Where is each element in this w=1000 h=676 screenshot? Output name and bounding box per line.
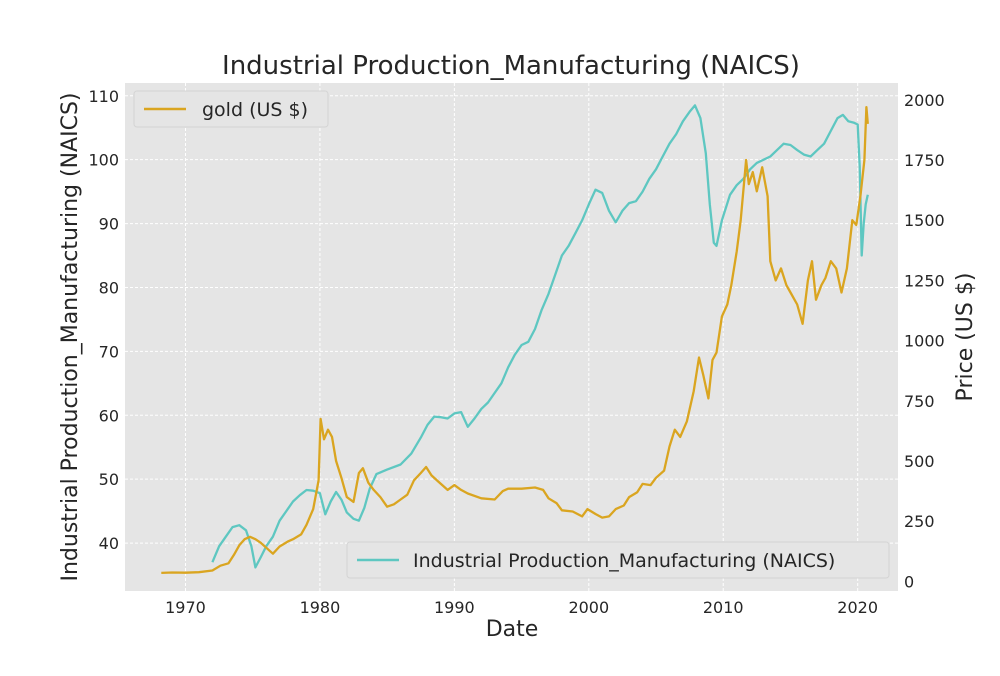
y-tick-label-right: 1250 bbox=[904, 271, 945, 290]
series-line-gold bbox=[161, 105, 869, 575]
y-tick-label-left: 60 bbox=[99, 406, 119, 425]
y-tick-label-right: 0 bbox=[904, 572, 914, 591]
x-tick-label: 1980 bbox=[300, 598, 341, 617]
y-tick-label-right: 500 bbox=[904, 452, 935, 471]
y-tick-label-right: 250 bbox=[904, 512, 935, 531]
legend-gold-box bbox=[133, 90, 329, 128]
x-ticks: 1970 1980 1990 2000 2010 2020 bbox=[165, 598, 878, 617]
y-tick-label-right: 1750 bbox=[904, 151, 945, 170]
y-tick-label-right: 750 bbox=[904, 392, 935, 411]
y-axis-label-left: Industrial Production_Manufacturing (NAI… bbox=[58, 92, 83, 581]
series-lines bbox=[161, 104, 869, 575]
legend-gold-label: gold (US $) bbox=[202, 99, 308, 121]
y-axis-label-right: Price (US $) bbox=[953, 273, 978, 402]
x-tick-label: 1970 bbox=[165, 598, 206, 617]
y-ticks-right: 0 250 500 750 1000 1250 1500 1750 2000 bbox=[904, 91, 945, 592]
legend-manufacturing: Industrial Production_Manufacturing (NAI… bbox=[346, 541, 890, 579]
x-tick-label: 1990 bbox=[434, 598, 475, 617]
chart-title: Industrial Production_Manufacturing (NAI… bbox=[222, 51, 800, 81]
plot-area bbox=[125, 83, 898, 591]
y-tick-label-left: 90 bbox=[99, 215, 119, 234]
x-tick-label: 2000 bbox=[568, 598, 609, 617]
y-tick-label-left: 40 bbox=[99, 534, 119, 553]
y-tick-label-left: 100 bbox=[88, 151, 119, 170]
x-tick-label: 2020 bbox=[837, 598, 878, 617]
legend-manufacturing-label: Industrial Production_Manufacturing (NAI… bbox=[413, 550, 835, 572]
y-tick-label-left: 110 bbox=[88, 87, 119, 106]
y-tick-label-right: 1500 bbox=[904, 211, 945, 230]
y-ticks-left: 40 50 60 70 80 90 100 110 bbox=[88, 87, 119, 553]
y-tick-label-right: 1000 bbox=[904, 332, 945, 351]
x-tick-label: 2010 bbox=[703, 598, 744, 617]
legend-gold: gold (US $) bbox=[133, 90, 329, 128]
y-tick-label-left: 80 bbox=[99, 278, 119, 297]
y-tick-label-left: 50 bbox=[99, 470, 119, 489]
legend-manufacturing-box bbox=[346, 541, 890, 579]
x-axis-label: Date bbox=[486, 617, 539, 642]
series-line-manufacturing bbox=[211, 104, 869, 569]
y-tick-label-right: 2000 bbox=[904, 91, 945, 110]
y-tick-label-left: 70 bbox=[99, 342, 119, 361]
